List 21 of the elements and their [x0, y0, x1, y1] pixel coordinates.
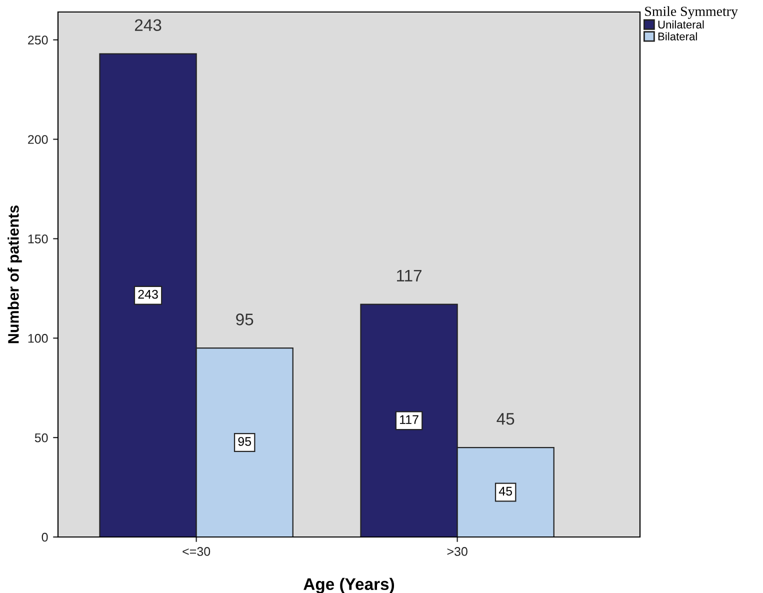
y-tick-label: 50 [34, 433, 48, 442]
legend-title: Smile Symmetry [645, 6, 738, 19]
legend-label: Unilateral [658, 20, 704, 29]
y-axis-title: Number of patients [8, 206, 22, 344]
y-tick-label: 0 [42, 532, 48, 542]
y-tick-label: 150 [28, 234, 48, 244]
annotation: 117 [397, 270, 422, 282]
y-tick-label: 200 [28, 135, 48, 144]
x-axis-title: Age (Years) [304, 578, 394, 593]
annotation: 95 [236, 314, 254, 326]
data-label: 243 [134, 19, 162, 32]
x-tick-label: <=30 [182, 547, 210, 556]
data-label: 117 [400, 415, 418, 424]
y-tick-label: 250 [28, 36, 48, 44]
y-tick-label: 100 [28, 334, 48, 343]
data-label: 95 [238, 437, 252, 446]
annotation: 243 [138, 290, 158, 299]
annotation: 45 [496, 413, 514, 425]
legend-label: Bilateral [658, 32, 697, 40]
data-label: 45 [498, 486, 512, 496]
x-tick-label: >30 [447, 547, 468, 556]
